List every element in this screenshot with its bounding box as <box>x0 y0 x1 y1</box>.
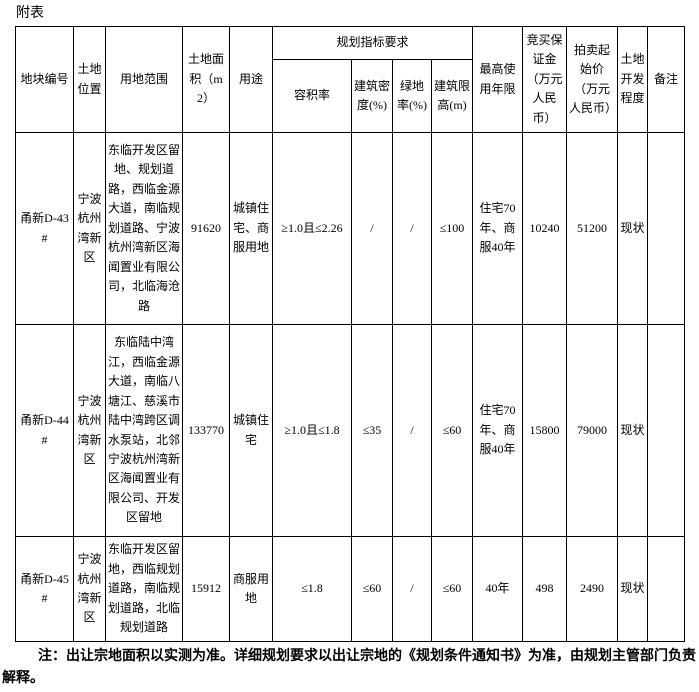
col-header-usage: 用途 <box>229 26 273 133</box>
table-row: 甬新D-43# 宁波杭州湾新区 东临开发区留地、规划道路，西临金源大道，南临规划… <box>15 132 686 325</box>
cell-usage: 城镇住宅、商服用地 <box>229 132 273 325</box>
cell-deposit: 15800 <box>522 324 568 537</box>
cell-area: 15912 <box>182 536 230 642</box>
document-page: 附表 地块编号 土地位置 用地范围 土地面积（m2） 用途 规划指标要求 最高使… <box>0 5 699 692</box>
col-header-scope: 用地范围 <box>105 26 183 133</box>
cell-height: ≤60 <box>430 324 474 537</box>
col-header-tenure: 最高使用年限 <box>472 26 524 133</box>
cell-development: 现状 <box>617 324 649 537</box>
cell-tenure: 40年 <box>472 536 524 642</box>
cell-remark <box>647 132 686 325</box>
cell-far: ≤1.8 <box>272 536 352 642</box>
cell-remark <box>647 536 686 642</box>
col-header-density: 建筑密度(%) <box>351 59 393 133</box>
col-header-location: 土地位置 <box>73 26 106 133</box>
cell-height: ≤100 <box>430 132 474 325</box>
col-header-far: 容积率 <box>272 59 352 133</box>
cell-price: 51200 <box>566 132 619 325</box>
cell-location: 宁波杭州湾新区 <box>73 536 106 642</box>
cell-area: 91620 <box>182 132 230 325</box>
cell-scope: 东临开发区留地，西临规划道路，南临规划道路，北临规划道路 <box>105 536 183 642</box>
cell-tenure: 住宅70年、商服40年 <box>472 132 524 325</box>
cell-development: 现状 <box>617 132 649 325</box>
cell-deposit: 10240 <box>522 132 568 325</box>
cell-parcel-no: 甬新D-44# <box>15 324 74 537</box>
cell-height: ≤60 <box>430 536 474 642</box>
col-header-green: 绿地率(%) <box>392 59 432 133</box>
cell-parcel-no: 甬新D-43# <box>15 132 74 325</box>
col-header-area: 土地面积（m2） <box>182 26 230 133</box>
col-header-price: 拍卖起始价（万元人民币） <box>566 26 619 133</box>
cell-deposit: 498 <box>522 536 568 642</box>
cell-usage: 城镇住宅 <box>229 324 273 537</box>
cell-usage: 商服用地 <box>229 536 273 642</box>
cell-green: / <box>392 324 432 537</box>
header-row-sub: 容积率 建筑密度(%) 绿地率(%) 建筑限高(m) <box>16 59 685 133</box>
cell-remark <box>647 324 686 537</box>
cell-density: / <box>351 132 393 325</box>
cell-density: ≤60 <box>351 536 393 642</box>
col-header-height: 建筑限高(m) <box>430 59 474 133</box>
cell-scope: 东临陆中湾江，西临金源大道，南临八塘江、慈溪市陆中湾跨区调水泵站，北邻宁波杭州湾… <box>105 324 183 537</box>
cell-far: ≥1.0且≤2.26 <box>272 132 352 325</box>
cell-price: 2490 <box>566 536 619 642</box>
cell-price: 79000 <box>566 324 619 537</box>
cell-location: 宁波杭州湾新区 <box>73 324 106 537</box>
cell-tenure: 住宅70年、商服40年 <box>472 324 524 537</box>
cell-density: ≤35 <box>351 324 393 537</box>
table-row: 甬新D-45# 宁波杭州湾新区 东临开发区留地，西临规划道路，南临规划道路，北临… <box>15 536 686 642</box>
cell-green: / <box>392 536 432 642</box>
page-title: 附表 <box>16 6 44 21</box>
cell-far: ≥1.0且≤1.8 <box>272 324 352 537</box>
land-parcel-table: 地块编号 土地位置 用地范围 土地面积（m2） 用途 规划指标要求 最高使用年限… <box>15 26 686 642</box>
col-header-deposit: 竞买保证金（万元人民币） <box>522 26 568 133</box>
col-header-remark: 备注 <box>647 26 686 133</box>
col-header-parcel-no: 地块编号 <box>15 26 74 133</box>
col-header-development: 土地开发程度 <box>617 26 649 133</box>
footnote: 注：出让宗地面积以实测为准。详细规划要求以出让宗地的《规划条件通知书》为准，由规… <box>2 649 696 686</box>
cell-development: 现状 <box>617 536 649 642</box>
col-header-planning-group: 规划指标要求 <box>271 26 474 60</box>
cell-green: / <box>392 132 432 325</box>
table-row: 甬新D-44# 宁波杭州湾新区 东临陆中湾江，西临金源大道，南临八塘江、慈溪市陆… <box>15 324 686 537</box>
cell-scope: 东临开发区留地、规划道路，西临金源大道，南临规划道路、宁波杭州湾新区海闻置业有限… <box>105 132 183 325</box>
cell-area: 133770 <box>182 324 230 537</box>
cell-parcel-no: 甬新D-45# <box>15 536 74 642</box>
header-row-top: 地块编号 土地位置 用地范围 土地面积（m2） 用途 规划指标要求 最高使用年限… <box>15 26 686 133</box>
cell-location: 宁波杭州湾新区 <box>73 132 106 325</box>
